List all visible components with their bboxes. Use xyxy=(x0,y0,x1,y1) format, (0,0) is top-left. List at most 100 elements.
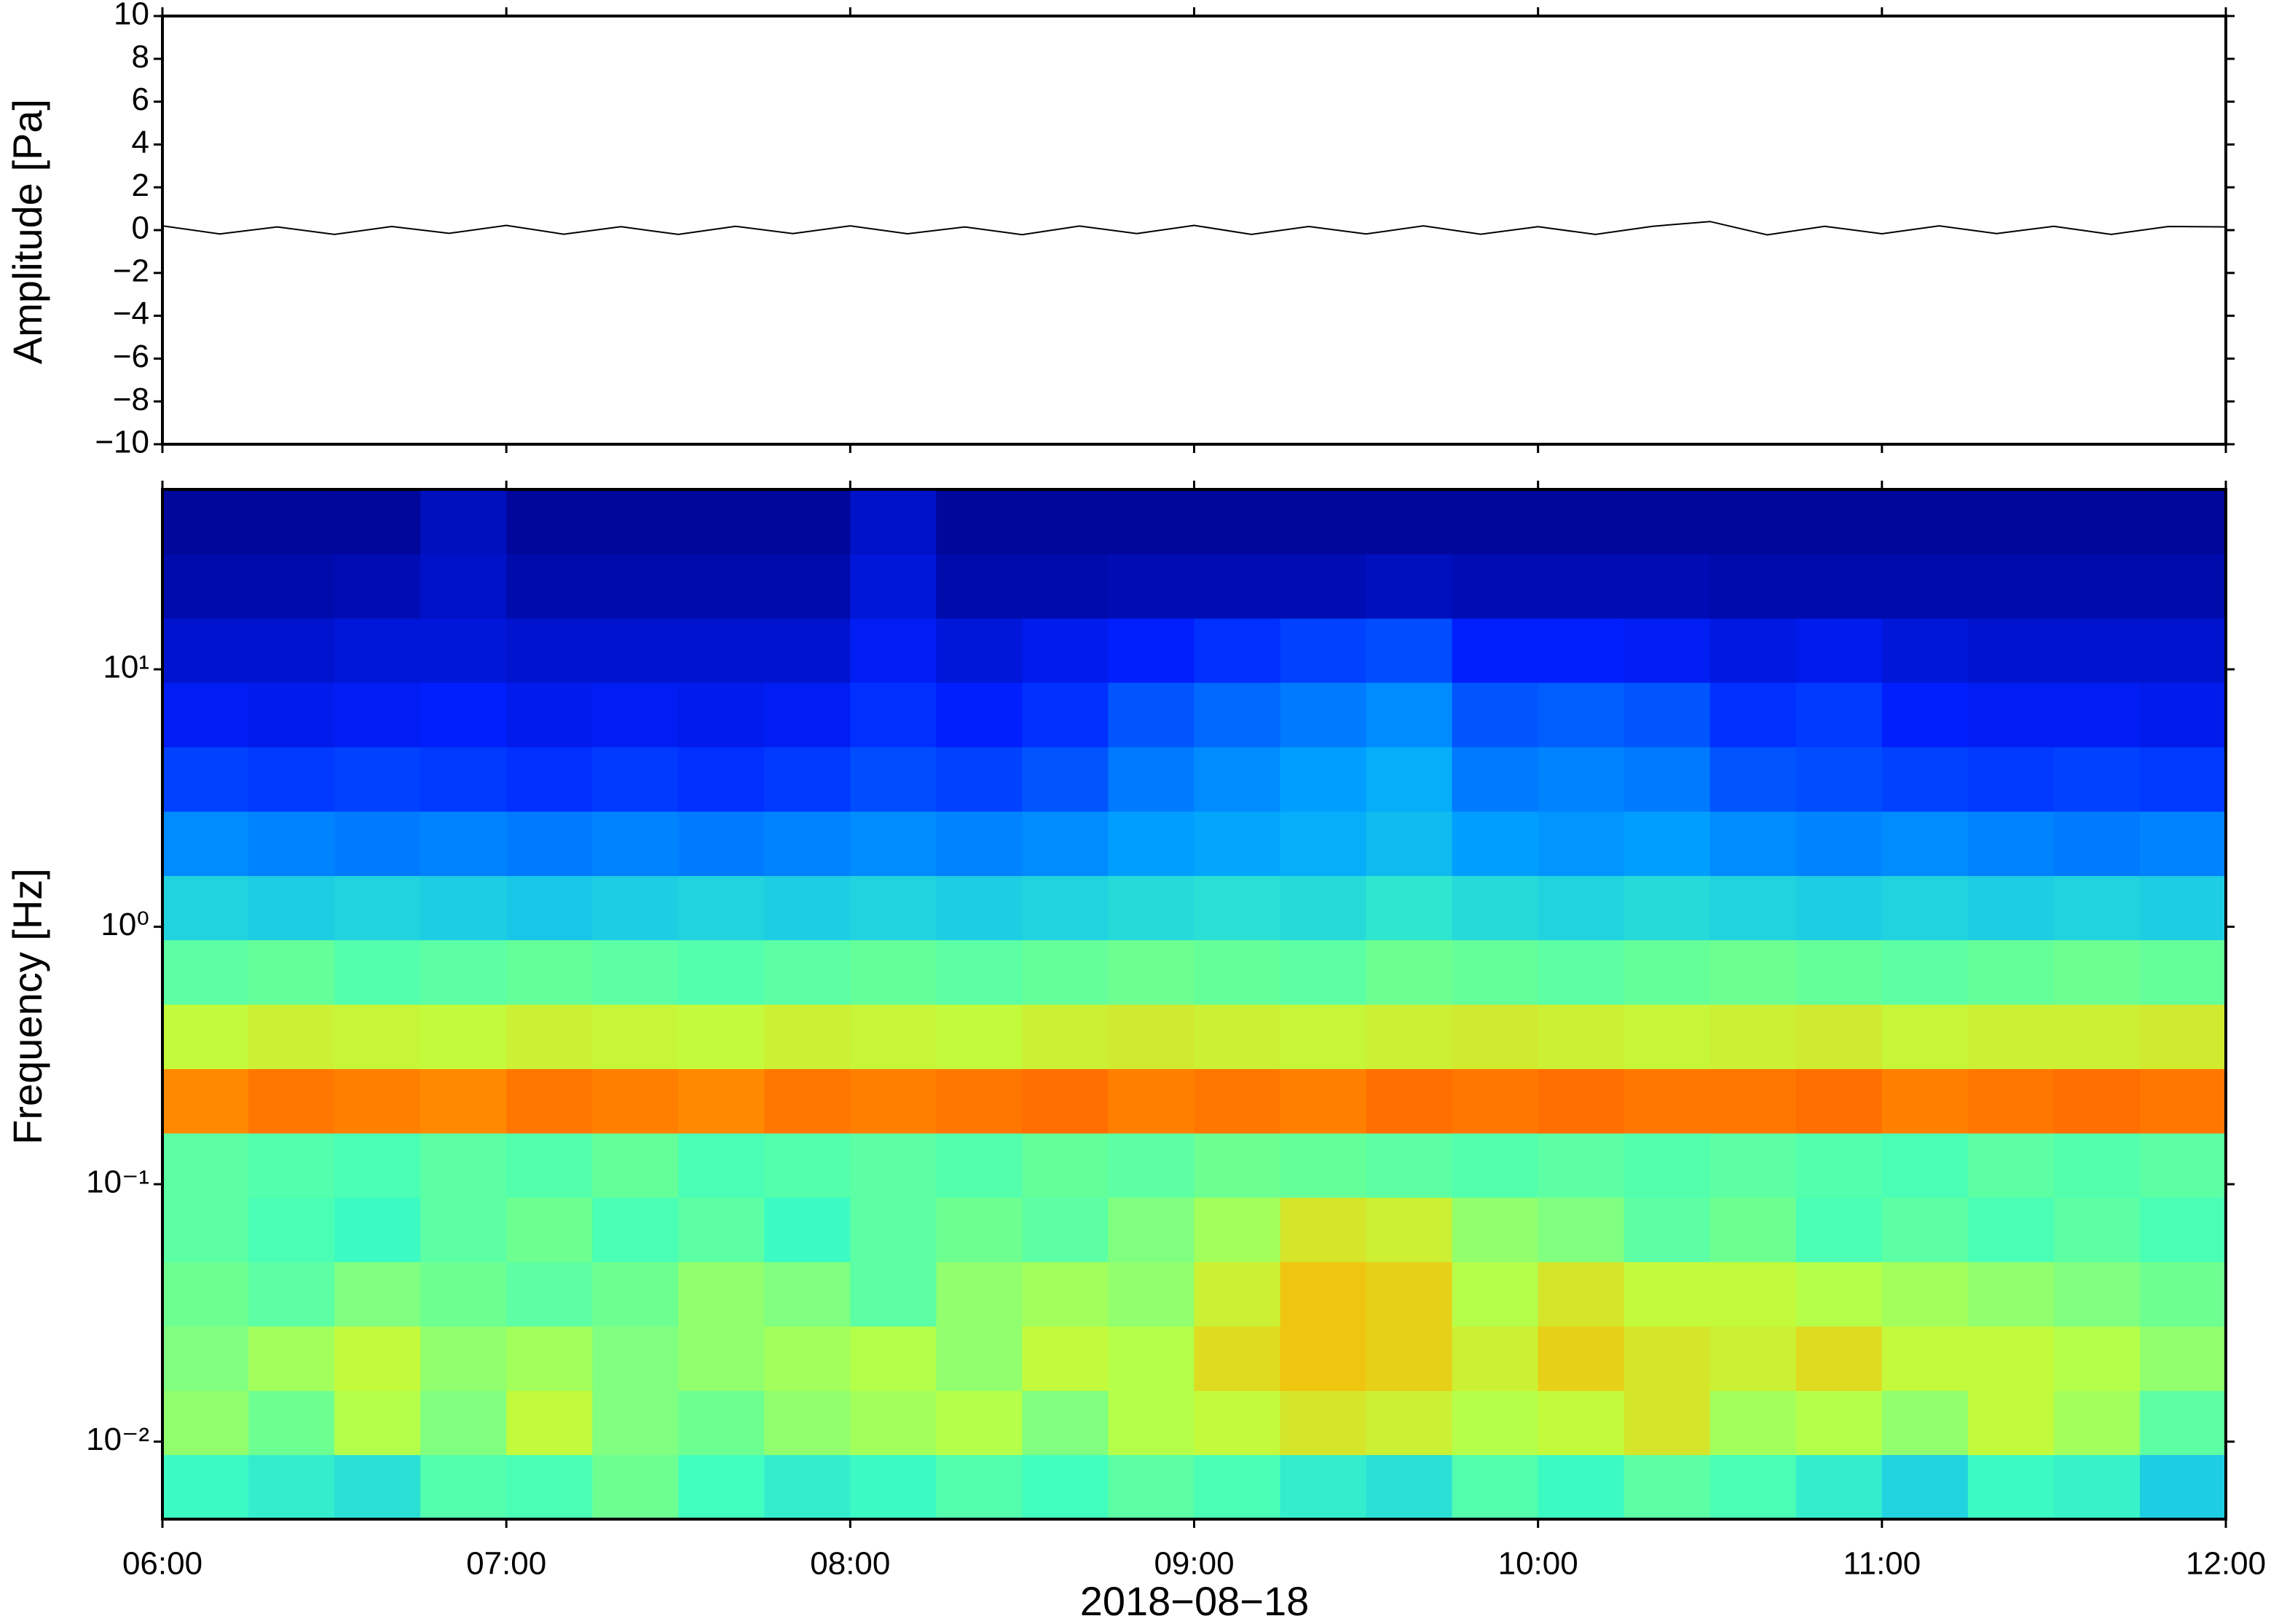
heatmap-cell xyxy=(420,1197,507,1263)
heatmap-cell xyxy=(764,875,851,941)
heatmap-cell xyxy=(1366,1132,1453,1198)
heatmap-cell xyxy=(1452,939,1539,1005)
heatmap-cell xyxy=(592,939,679,1005)
heatmap-cell xyxy=(1194,1004,1281,1070)
heatmap-cell xyxy=(1280,1004,1367,1070)
heatmap-cell xyxy=(334,1197,421,1263)
heatmap-cell xyxy=(248,875,335,941)
heatmap-cell xyxy=(506,553,593,619)
heatmap-cell xyxy=(2053,939,2141,1005)
heatmap-cell xyxy=(1194,489,1281,555)
x-tick-label: 09:00 xyxy=(1154,1546,1234,1582)
heatmap-cell xyxy=(2053,746,2141,812)
heatmap-cell xyxy=(1108,682,1195,748)
heatmap-cell xyxy=(1538,553,1625,619)
heatmap-cell xyxy=(1967,875,2055,941)
heatmap-cell xyxy=(2053,1132,2141,1198)
heatmap-cell xyxy=(678,939,765,1005)
heatmap-cell xyxy=(936,489,1023,555)
heatmap-cell xyxy=(334,1390,421,1456)
heatmap-cell xyxy=(506,682,593,748)
heatmap-cell xyxy=(850,875,937,941)
heatmap-cell xyxy=(1366,682,1453,748)
heatmap-cell xyxy=(1967,939,2055,1005)
heatmap-cell xyxy=(2139,746,2227,812)
heatmap-cell xyxy=(162,1390,249,1456)
heatmap-cell xyxy=(334,1132,421,1198)
heatmap-cell xyxy=(1022,1454,1109,1520)
heatmap-cell xyxy=(1967,489,2055,555)
heatmap-cell xyxy=(506,1390,593,1456)
heatmap-cell xyxy=(248,553,335,619)
heatmap-cell xyxy=(1194,1068,1281,1134)
heatmap-cell xyxy=(1022,1261,1109,1327)
heatmap-cell xyxy=(334,618,421,683)
heatmap-cell xyxy=(420,1325,507,1391)
heatmap-cell xyxy=(1623,1454,1711,1520)
heatmap-cell xyxy=(592,1197,679,1263)
heatmap-cell xyxy=(1022,811,1109,876)
heatmap-cell xyxy=(678,875,765,941)
heatmap-cell xyxy=(1967,1390,2055,1456)
heatmap-cell xyxy=(1022,682,1109,748)
heatmap-cell xyxy=(1967,1197,2055,1263)
heatmap-cell xyxy=(1366,1004,1453,1070)
heatmap-cell xyxy=(162,875,249,941)
heatmap-cell xyxy=(1108,939,1195,1005)
heatmap-cell xyxy=(506,1197,593,1263)
heatmap-cell xyxy=(1967,1132,2055,1198)
heatmap-cell xyxy=(2053,1004,2141,1070)
heatmap-cell xyxy=(162,682,249,748)
heatmap-cell xyxy=(1280,1197,1367,1263)
heatmap-cell xyxy=(1709,1325,1797,1391)
heatmap-cell xyxy=(1967,1004,2055,1070)
heatmap-cell xyxy=(1709,939,1797,1005)
heatmap-cell xyxy=(1452,875,1539,941)
heatmap-cell xyxy=(162,553,249,619)
heatmap-cell xyxy=(764,618,851,683)
heatmap-cell xyxy=(2053,489,2141,555)
heatmap-cell xyxy=(1795,1004,1883,1070)
x-tick-label: 08:00 xyxy=(810,1546,890,1582)
heatmap-cell xyxy=(334,1068,421,1134)
heatmap-cell xyxy=(2053,811,2141,876)
heatmap-cell xyxy=(1967,811,2055,876)
heatmap-cell xyxy=(1538,1004,1625,1070)
heatmap-cell xyxy=(592,1325,679,1391)
heatmap-cell xyxy=(1795,1197,1883,1263)
heatmap-cell xyxy=(678,1197,765,1263)
heatmap-cell xyxy=(764,1390,851,1456)
heatmap-cell xyxy=(1108,1325,1195,1391)
heatmap-cell xyxy=(764,811,851,876)
heatmap-cell xyxy=(248,1132,335,1198)
heatmap-cell xyxy=(678,1454,765,1520)
heatmap-cell xyxy=(248,489,335,555)
heatmap-cell xyxy=(764,1068,851,1134)
heatmap-cell xyxy=(592,1004,679,1070)
heatmap-cell xyxy=(936,553,1023,619)
heatmap-cell xyxy=(592,618,679,683)
heatmap-cell xyxy=(420,811,507,876)
heatmap-cell xyxy=(764,1004,851,1070)
heatmap-cell xyxy=(1108,746,1195,812)
y-tick-label: 10⁻¹ xyxy=(86,1164,149,1200)
heatmap-cell xyxy=(1194,1132,1281,1198)
heatmap-cell xyxy=(162,811,249,876)
heatmap-cell xyxy=(1538,939,1625,1005)
heatmap-cell xyxy=(1108,1004,1195,1070)
heatmap-cell xyxy=(1538,1454,1625,1520)
heatmap-cell xyxy=(506,1325,593,1391)
heatmap-cell xyxy=(1967,746,2055,812)
heatmap-cell xyxy=(506,1132,593,1198)
heatmap-cell xyxy=(1022,746,1109,812)
heatmap-cell xyxy=(420,875,507,941)
heatmap-cell xyxy=(1280,618,1367,683)
heatmap-cell xyxy=(1108,489,1195,555)
heatmap-cell xyxy=(1623,1390,1711,1456)
heatmap-cell xyxy=(506,1454,593,1520)
heatmap-cell xyxy=(1366,1068,1453,1134)
heatmap-cell xyxy=(1538,489,1625,555)
heatmap-cell xyxy=(936,1004,1023,1070)
heatmap-cell xyxy=(1623,746,1711,812)
